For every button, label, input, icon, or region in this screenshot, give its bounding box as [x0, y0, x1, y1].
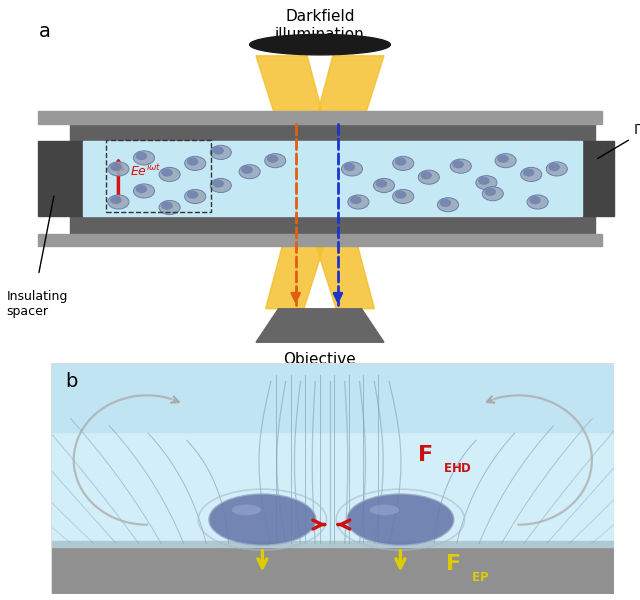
Bar [38, 233, 602, 246]
Ellipse shape [184, 157, 206, 170]
Ellipse shape [187, 157, 198, 166]
Ellipse shape [393, 157, 414, 170]
Ellipse shape [241, 166, 253, 174]
Text: ITO: ITO [598, 123, 640, 158]
Ellipse shape [110, 196, 122, 204]
Ellipse shape [440, 199, 451, 207]
Text: $\mathbf{EHD}$: $\mathbf{EHD}$ [443, 461, 472, 475]
Ellipse shape [232, 505, 261, 515]
Ellipse shape [159, 167, 180, 181]
Ellipse shape [187, 191, 198, 199]
Ellipse shape [348, 195, 369, 209]
Ellipse shape [547, 162, 567, 176]
Polygon shape [256, 309, 384, 342]
Ellipse shape [495, 154, 516, 168]
Ellipse shape [347, 494, 454, 545]
Ellipse shape [108, 162, 129, 176]
Ellipse shape [497, 155, 509, 163]
Ellipse shape [395, 157, 406, 166]
Ellipse shape [161, 202, 173, 210]
Ellipse shape [210, 178, 232, 193]
Ellipse shape [478, 177, 490, 185]
Ellipse shape [438, 197, 458, 212]
Ellipse shape [136, 152, 147, 160]
Ellipse shape [239, 164, 260, 179]
Ellipse shape [395, 191, 406, 199]
Ellipse shape [250, 34, 390, 55]
Ellipse shape [374, 178, 394, 193]
Ellipse shape [184, 190, 206, 203]
Ellipse shape [159, 200, 180, 215]
Text: Objective: Objective [284, 352, 356, 367]
Ellipse shape [134, 184, 155, 198]
Ellipse shape [110, 163, 122, 171]
Ellipse shape [484, 188, 496, 196]
Bar [106, 139, 211, 212]
Text: a: a [38, 22, 51, 41]
Text: Darkfield
illumination: Darkfield illumination [275, 9, 365, 41]
Ellipse shape [527, 195, 548, 209]
Ellipse shape [209, 494, 316, 545]
Ellipse shape [161, 169, 173, 176]
Ellipse shape [548, 163, 560, 171]
Bar [51, 363, 614, 432]
Ellipse shape [212, 146, 224, 155]
Ellipse shape [419, 170, 440, 184]
Ellipse shape [212, 179, 224, 188]
Ellipse shape [265, 154, 285, 168]
Text: $\mathbf{EP}$: $\mathbf{EP}$ [471, 571, 489, 584]
Text: Insulating
spacer: Insulating spacer [6, 290, 68, 318]
Ellipse shape [376, 179, 387, 188]
Text: b: b [65, 372, 77, 391]
Ellipse shape [342, 162, 362, 176]
Ellipse shape [529, 196, 541, 204]
Ellipse shape [393, 190, 414, 203]
Polygon shape [266, 56, 384, 309]
Bar [70, 216, 595, 233]
Text: $\mathbf{F}$: $\mathbf{F}$ [417, 445, 433, 466]
Ellipse shape [452, 160, 464, 169]
Ellipse shape [370, 505, 399, 515]
Ellipse shape [108, 195, 129, 209]
Ellipse shape [134, 151, 155, 165]
Bar [70, 124, 595, 142]
Bar [51, 543, 614, 594]
Bar [38, 142, 83, 216]
Text: $\mathbf{F}$: $\mathbf{F}$ [445, 554, 461, 574]
Ellipse shape [451, 159, 471, 173]
Bar [570, 142, 614, 216]
Ellipse shape [267, 155, 278, 163]
Polygon shape [256, 56, 374, 309]
Ellipse shape [521, 167, 541, 181]
Ellipse shape [344, 163, 355, 171]
Ellipse shape [483, 187, 504, 201]
Ellipse shape [350, 196, 362, 204]
Bar [51, 363, 614, 543]
Text: $Ee^{i\omega t}$: $Ee^{i\omega t}$ [130, 163, 161, 179]
Ellipse shape [476, 176, 497, 190]
Ellipse shape [523, 169, 534, 176]
Bar [83, 142, 582, 216]
Bar [51, 541, 614, 547]
Ellipse shape [136, 185, 147, 193]
Ellipse shape [210, 145, 232, 160]
Ellipse shape [420, 171, 432, 179]
Bar [38, 111, 602, 124]
